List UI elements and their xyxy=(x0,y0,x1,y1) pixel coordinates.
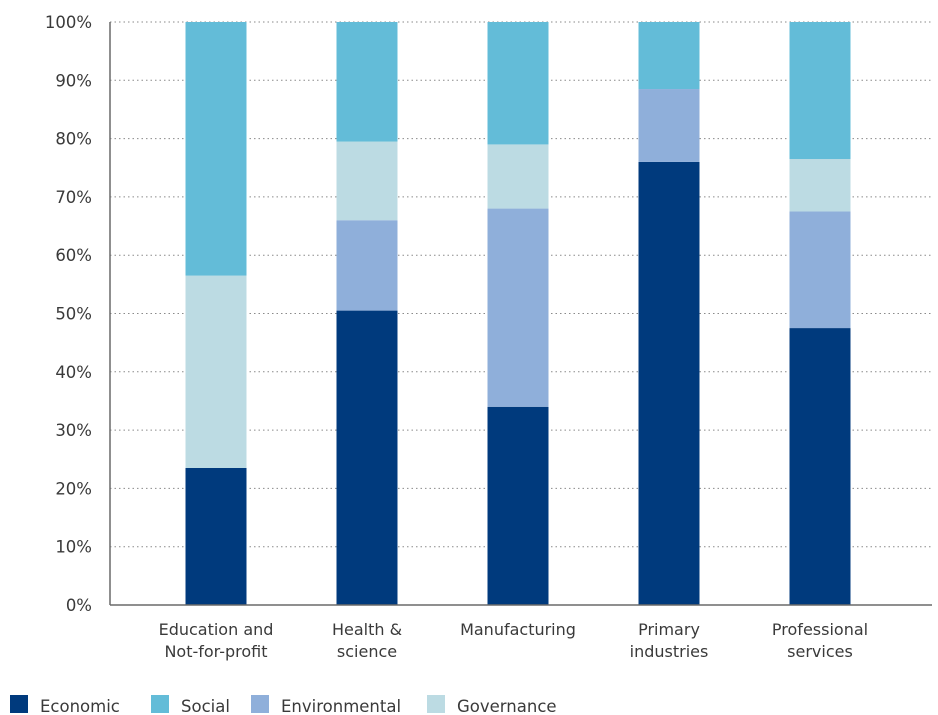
legend-swatch-environmental xyxy=(251,695,269,713)
y-tick-label: 0% xyxy=(66,596,92,615)
x-category-label: Manufacturing xyxy=(460,620,576,639)
y-tick-label: 20% xyxy=(55,479,92,498)
x-category-label-line: Manufacturing xyxy=(460,620,576,639)
legend-label-governance: Governance xyxy=(457,697,557,715)
bar-segment-economic xyxy=(336,310,398,605)
bar-segment-social xyxy=(487,22,549,145)
x-category-label-line: services xyxy=(787,642,853,661)
x-category-label-line: Not-for-profit xyxy=(164,642,267,661)
y-axis-tick-labels: 0% 10% 20% 30% 40% 50% 60% 70% 80% 90% 100% xyxy=(45,13,92,615)
x-category-label: Education and Not-for-profit xyxy=(159,620,274,661)
y-tick-label: 50% xyxy=(55,305,92,324)
bar-segment-governance xyxy=(185,275,247,468)
y-tick-label: 100% xyxy=(45,13,92,32)
x-category-label: Health & science xyxy=(332,620,402,661)
legend-swatch-governance xyxy=(427,695,445,713)
x-category-label-line: science xyxy=(337,642,397,661)
x-category-label-line: Health & xyxy=(332,620,402,639)
y-tick-label: 10% xyxy=(55,538,92,557)
bar-segment-economic xyxy=(789,328,851,605)
bar-segment-social xyxy=(789,22,851,160)
bar-segment-economic xyxy=(487,406,549,605)
legend-label-environmental: Environmental xyxy=(281,697,401,715)
y-tick-label: 80% xyxy=(55,130,92,149)
bar-segment-social xyxy=(185,22,247,276)
x-category-label-line: Professional xyxy=(772,620,868,639)
bar-segment-governance xyxy=(487,144,549,209)
bar-segment-environmental xyxy=(487,208,549,407)
bar-segment-social xyxy=(336,22,398,142)
legend: Economic Social Environmental Governance xyxy=(10,695,557,715)
y-tick-label: 40% xyxy=(55,363,92,382)
bar-segment-economic xyxy=(638,161,700,606)
y-tick-label: 60% xyxy=(55,246,92,265)
bar-segment-environmental xyxy=(638,89,700,162)
x-category-label-line: Primary xyxy=(638,620,700,639)
legend-label-economic: Economic xyxy=(40,697,120,715)
legend-swatch-social xyxy=(151,695,169,713)
y-tick-label: 90% xyxy=(55,71,92,90)
x-category-label: Professional services xyxy=(772,620,868,661)
x-category-label-line: Education and xyxy=(159,620,274,639)
x-category-label: Primary industries xyxy=(630,620,709,661)
x-category-label-line: industries xyxy=(630,642,709,661)
bar-segment-governance xyxy=(336,141,398,221)
bar-segment-governance xyxy=(789,159,851,212)
y-tick-label: 70% xyxy=(55,188,92,207)
bar-segment-social xyxy=(638,22,700,90)
y-tick-label: 30% xyxy=(55,421,92,440)
bars xyxy=(185,22,851,606)
legend-label-social: Social xyxy=(181,697,230,715)
bar-segment-environmental xyxy=(336,220,398,311)
bar-segment-environmental xyxy=(789,211,851,329)
legend-swatch-economic xyxy=(10,695,28,713)
bar-segment-economic xyxy=(185,467,247,605)
x-axis-category-labels: Education and Not-for-profit Health & scien… xyxy=(159,620,869,661)
